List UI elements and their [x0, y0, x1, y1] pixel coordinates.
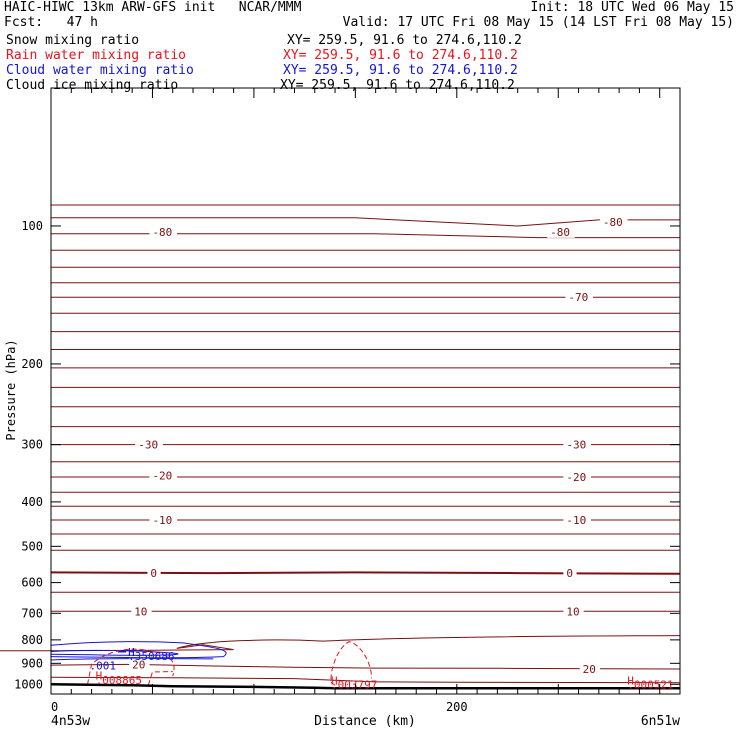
isotherm-label-bg: [563, 471, 591, 484]
x-tick-label: 200: [446, 700, 468, 714]
rain-contour: [330, 681, 336, 686]
isotherm-label: -20: [566, 471, 586, 484]
rain-contour: [330, 641, 373, 680]
y-axis-label: Pressure (hPa): [4, 339, 18, 440]
y-tick-label: 700: [21, 606, 43, 620]
model-title: HAIC-HIWC 13km ARW-GFS init NCAR/MMM: [4, 0, 302, 15]
contour-annotation: .003797: [331, 679, 377, 692]
contour-annotation: H: [96, 670, 103, 683]
cloud-water-contour: [50, 649, 179, 656]
isotherm-line: [51, 233, 680, 239]
init-time: Init: 18 UTC Wed 06 May 15: [530, 0, 735, 15]
field-snow-xy: XY= 259.5, 91.6 to 274.6,110.2: [287, 33, 522, 48]
isotherm-label-bg: [131, 605, 152, 618]
isotherm-label-bg: [149, 469, 178, 482]
isotherm-line: [50, 571, 681, 575]
y-tick-label: 100: [21, 219, 43, 233]
isotherm-label-bg: [147, 567, 161, 580]
contour-annotation: .350686: [128, 650, 174, 663]
field-cloud-ice-label: Cloud ice mixing ratio: [6, 78, 179, 93]
y-tick-label: 1000: [14, 677, 43, 691]
y-tick-label: 600: [21, 576, 43, 590]
cloud-water-contour: [50, 658, 214, 661]
contour-annotation: .001: [90, 660, 117, 673]
x-endpoint-right: 6n51w: [641, 714, 680, 729]
y-tick-label: 800: [21, 633, 43, 647]
rain-contour: [87, 648, 175, 685]
isotherm-label: 10: [134, 605, 147, 618]
isotherm-label-bg: [565, 291, 594, 304]
x-axis-label: Distance (km): [314, 714, 416, 729]
isotherm-label: 0: [566, 567, 573, 580]
cloud-water-contour: [50, 641, 227, 659]
isotherm-label-bg: [563, 438, 591, 451]
isotherm-line: [50, 676, 681, 684]
y-tick-label: 400: [21, 495, 43, 509]
rain-contour: [147, 671, 173, 686]
contour-annotation: .008865: [96, 674, 142, 687]
x-tick-label: 0: [51, 700, 58, 714]
isotherm-label-bg: [547, 225, 575, 238]
isotherm-label: -80: [603, 216, 623, 229]
x-axis-ticks: 0 200: [50, 88, 681, 714]
isotherm-label-bg: [129, 658, 150, 671]
isotherm-line: [51, 217, 680, 227]
y-tick-label: 900: [21, 656, 43, 670]
field-rain-xy: XY= 259.5, 91.6 to 274.6,110.2: [283, 48, 518, 63]
contour-annotation: H: [627, 674, 634, 687]
isotherm-label: -30: [566, 439, 586, 452]
contour-annotation: H: [128, 646, 135, 659]
cloud-water-contours: [50, 641, 227, 661]
isotherm-label: -10: [152, 514, 172, 527]
forecast-hour: Fcst: 47 h: [4, 15, 98, 30]
isotherm-labels: -80 -80 -80 -70 -30 -30 -20 -20 -10 -10 0 0 10 10 20 20: [129, 215, 628, 676]
isotherm-label-bg: [579, 662, 601, 675]
isotherm-label: 20: [583, 663, 596, 676]
field-snow-label: Snow mixing ratio: [6, 33, 140, 48]
field-rain-label: Rain water mixing ratio: [6, 48, 187, 63]
isotherm-label: -20: [152, 469, 172, 482]
isotherm-label: 20: [132, 659, 145, 672]
field-cloud-ice-xy: XY= 259.5, 91.6 to 274.6,110.2: [280, 78, 515, 93]
rain-contours: [87, 641, 373, 686]
isotherm-label-bg: [563, 567, 577, 580]
isotherm-label: -10: [566, 514, 586, 527]
isotherm-label: -80: [550, 226, 570, 239]
y-tick-label: 500: [21, 539, 43, 553]
isotherm-line: [176, 635, 681, 649]
isotherm-label-bg: [149, 225, 178, 238]
field-cloud-water-xy: XY= 259.5, 91.6 to 274.6,110.2: [283, 63, 518, 78]
x-endpoint-left: 4n53w: [51, 714, 90, 729]
field-cloud-water-label: Cloud water mixing ratio: [6, 63, 194, 78]
y-tick-label: 300: [21, 438, 43, 452]
y-tick-label: 200: [21, 357, 43, 371]
isotherm-label: -70: [568, 291, 588, 304]
isotherm-label-bg: [135, 438, 163, 451]
contour-annotation: .000521: [627, 679, 673, 692]
isotherm-label: -30: [138, 439, 158, 452]
contour-annotation: H: [331, 674, 338, 687]
isotherm-label-bg: [599, 215, 628, 228]
terrain-line: [50, 683, 680, 690]
isotherm-label: -80: [152, 226, 172, 239]
plot-frame: [50, 87, 681, 695]
isotherm-label: 10: [566, 605, 579, 618]
isotherm-label-bg: [563, 513, 591, 526]
isotherm-label-bg: [149, 513, 178, 526]
valid-time: Valid: 17 UTC Fri 08 May 15 (14 LST Fri …: [342, 15, 734, 30]
isotherm-label-bg: [563, 605, 584, 618]
isotherm-label: 0: [150, 567, 157, 580]
